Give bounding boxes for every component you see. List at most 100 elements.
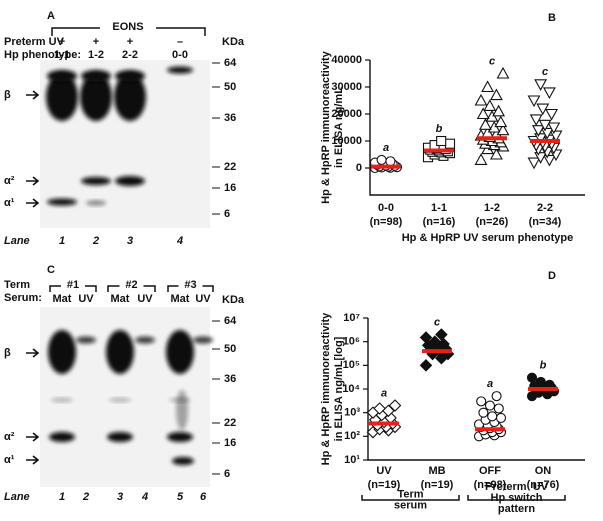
y-tick-label: 20000 (331, 108, 362, 120)
blot-band (172, 457, 194, 465)
y-tick-label: 10¹ (344, 454, 360, 466)
data-point (419, 359, 433, 372)
blot-band (81, 177, 111, 185)
bracket-gap (119, 278, 144, 292)
y-axis-title: Hp & HpRP immunoreactivity (320, 312, 332, 465)
n-label: (n=76) (527, 479, 560, 491)
data-point (496, 66, 510, 79)
bracket-gap (100, 20, 156, 36)
band-label: α¹ (4, 454, 15, 466)
blot-band (49, 432, 75, 442)
blot-band (115, 70, 145, 82)
n-label: (n=26) (476, 216, 509, 228)
band-label: α² (4, 175, 15, 187)
lane-title: Lane (4, 235, 30, 247)
data-point (526, 372, 538, 383)
lane-number: 6 (200, 491, 207, 503)
kda-value: 16 (224, 182, 236, 194)
group-label: #3 (184, 279, 196, 291)
lane-sign: – (177, 36, 183, 48)
band-arrow (26, 432, 40, 442)
row-label: Preterm UV (4, 36, 65, 48)
band-arrow (26, 198, 40, 208)
panel-label: D (548, 270, 556, 282)
band-label: α² (4, 431, 15, 443)
kda-value: 50 (224, 81, 236, 93)
row-label: Hp phenotype: (4, 49, 81, 61)
y-axis-title: in ELISA ng/mL (333, 87, 345, 168)
kda-value: 6 (224, 208, 230, 220)
blot-band (114, 73, 146, 121)
kda-value: 64 (224, 57, 237, 69)
y-tick-label: 0 (356, 162, 362, 174)
lane-number: 2 (92, 235, 99, 247)
lane-sign: + (127, 36, 133, 48)
lane-phenotype: 1-2 (88, 49, 104, 61)
x-tick-label: OFF (479, 465, 501, 477)
significance-letter: c (434, 316, 440, 328)
lane-head: Mat (171, 293, 190, 305)
data-point (385, 156, 396, 167)
data-point (529, 114, 543, 127)
data-point (542, 87, 556, 100)
x-tick-label: 1-1 (431, 202, 447, 214)
kda-value: 22 (224, 417, 236, 429)
blot-band (46, 73, 78, 121)
data-point (428, 335, 442, 348)
n-label: (n=16) (423, 216, 456, 228)
blot-band (86, 200, 106, 206)
blot-band (176, 390, 188, 430)
y-axis-title: Hp & HpRP immunoreactivity (320, 50, 332, 203)
band-label: α¹ (4, 197, 15, 209)
data-point (547, 122, 561, 135)
blot-band (48, 330, 76, 374)
lane-number: 3 (127, 235, 133, 247)
bracket (467, 495, 566, 501)
y-tick-label: 40000 (331, 54, 362, 66)
data-point (491, 391, 502, 402)
significance-letter: a (487, 378, 493, 390)
kda-value: 36 (224, 112, 236, 124)
axis (369, 60, 585, 196)
y-axis-title: in ELISA ng/mL[log] (333, 336, 345, 441)
data-point (474, 153, 488, 165)
data-point (535, 376, 546, 387)
blot-band (47, 70, 77, 82)
n-label: (n=34) (529, 216, 562, 228)
lane-phenotype: 2-2 (122, 49, 138, 61)
panel-label: B (548, 12, 556, 24)
data-point (531, 125, 545, 137)
data-point (542, 154, 556, 167)
data-point (478, 407, 489, 418)
bracket-gap (178, 278, 203, 292)
lane-number: 4 (141, 491, 148, 503)
data-point (388, 399, 402, 412)
data-point (489, 88, 503, 101)
lane-head: Mat (111, 293, 130, 305)
data-point (534, 79, 548, 91)
band-arrow (26, 176, 40, 186)
lane-title: Lane (4, 491, 30, 503)
bracket-label: Preterm UV (485, 481, 549, 493)
n-label: (n=98) (474, 479, 507, 491)
bracket-gap (61, 278, 85, 292)
lane-head: UV (195, 293, 211, 305)
kda-value: 6 (224, 468, 230, 480)
lane-number: 1 (59, 235, 65, 247)
y-tick-label: 10⁵ (343, 359, 360, 371)
data-point (435, 328, 448, 341)
lane-head: UV (78, 293, 94, 305)
kda-label: KDa (222, 294, 245, 306)
significance-letter: a (381, 387, 387, 399)
blot-band (47, 198, 77, 206)
blot-band (167, 432, 193, 442)
y-tick-label: 10000 (331, 135, 362, 147)
y-tick-label: 30000 (331, 81, 362, 93)
data-point (419, 331, 433, 344)
y-tick-label: 10² (344, 430, 360, 442)
blot-band (115, 176, 145, 186)
y-tick-label: 10³ (344, 407, 360, 419)
kda-value: 36 (224, 373, 236, 385)
y-tick-label: 10⁷ (343, 312, 360, 324)
